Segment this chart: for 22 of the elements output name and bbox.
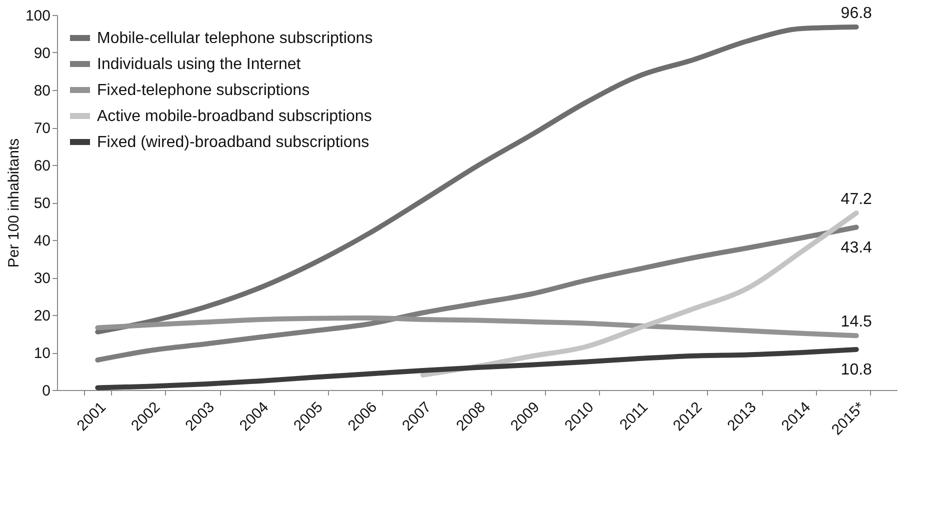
y-tick-label: 100 <box>25 8 50 24</box>
y-tick-label: 20 <box>34 308 50 324</box>
y-tick-label: 50 <box>34 195 50 212</box>
legend-label: Fixed-telephone subscriptions <box>97 82 310 99</box>
y-tick-label: 40 <box>34 232 50 250</box>
data-label: 96.8 <box>840 5 872 22</box>
y-tick-label: 60 <box>34 158 50 174</box>
legend-label: Active mobile-broadband subscriptions <box>97 108 372 125</box>
y-tick-label: 80 <box>34 82 50 100</box>
y-tick-label: 70 <box>34 120 50 137</box>
data-label: 14.5 <box>840 314 872 331</box>
y-tick-label: 0 <box>42 382 50 400</box>
data-label: 43.4 <box>840 239 872 256</box>
legend-label: Individuals using the Internet <box>97 56 302 73</box>
legend-label: Mobile-cellular telephone subscriptions <box>97 30 373 47</box>
legend-label: Fixed (wired)-broadband subscriptions <box>97 134 370 151</box>
data-label: 47.2 <box>840 191 872 208</box>
y-tick-label: 30 <box>34 270 50 287</box>
data-label: 10.8 <box>840 362 872 378</box>
y-tick-label: 90 <box>34 45 50 62</box>
y-tick-label: 10 <box>34 345 50 362</box>
y-axis-title: Per 100 inhabitants <box>5 138 22 268</box>
